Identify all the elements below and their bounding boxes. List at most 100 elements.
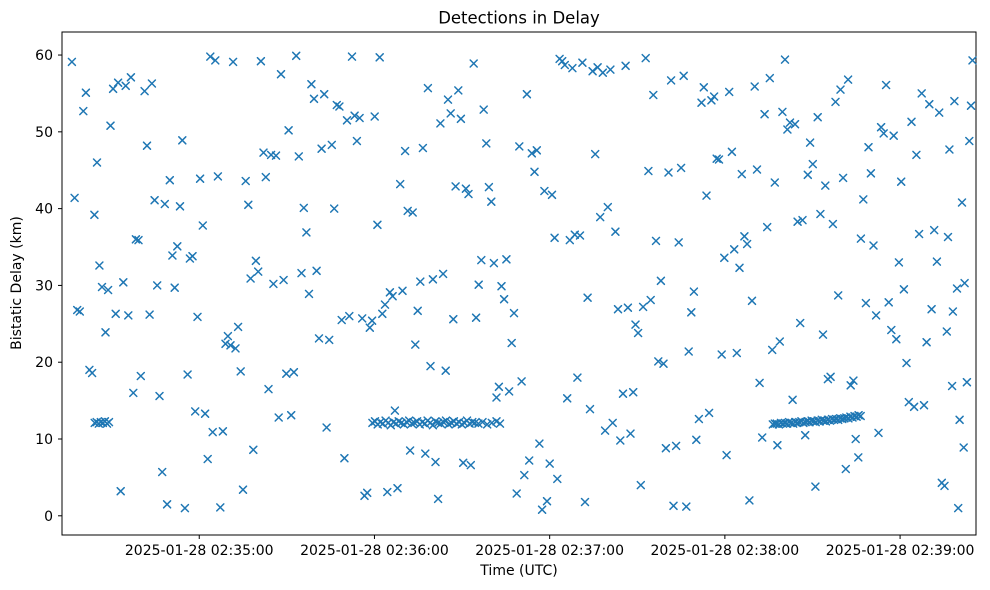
- detection-marker: [833, 291, 843, 300]
- detection-marker: [461, 184, 471, 193]
- detection-marker: [682, 502, 691, 511]
- detection-marker: [492, 393, 501, 402]
- detection-marker: [861, 298, 871, 308]
- detection-marker: [157, 467, 167, 477]
- detection-marker: [960, 278, 969, 288]
- detection-marker: [484, 182, 494, 192]
- detection-marker: [216, 503, 225, 512]
- detection-marker: [876, 122, 886, 132]
- detection-marker: [395, 179, 405, 189]
- detection-marker: [416, 277, 425, 286]
- detection-marker: [282, 369, 291, 378]
- detection-marker: [312, 266, 321, 276]
- y-tick-label: 30: [35, 278, 53, 294]
- detection-marker: [408, 208, 417, 217]
- detection-marker: [585, 404, 595, 414]
- detection-marker: [800, 430, 810, 440]
- detection-marker: [838, 173, 848, 183]
- detection-marker: [319, 89, 329, 99]
- detection-marker: [286, 410, 296, 420]
- detection-marker: [692, 435, 701, 445]
- detection-marker: [90, 210, 99, 220]
- detection-marker: [106, 121, 115, 130]
- detection-marker: [175, 202, 185, 211]
- detection-marker: [70, 193, 79, 203]
- y-tick-label: 20: [35, 355, 53, 371]
- detection-marker: [223, 331, 233, 341]
- detection-marker: [669, 501, 678, 511]
- detection-marker: [479, 105, 488, 114]
- detection-marker: [140, 86, 149, 96]
- detection-marker: [631, 320, 640, 329]
- detection-marker: [590, 149, 600, 159]
- detection-marker: [520, 470, 529, 480]
- detection-marker: [851, 434, 860, 444]
- x-axis-label: Time (UTC): [480, 563, 558, 579]
- detection-marker: [67, 57, 77, 67]
- detection-marker: [253, 267, 263, 276]
- detection-marker: [294, 152, 304, 161]
- detection-marker: [113, 78, 123, 87]
- detection-marker: [702, 191, 711, 200]
- detection-marker: [495, 419, 505, 428]
- detection-marker: [573, 373, 582, 382]
- detection-marker: [160, 199, 170, 209]
- detection-marker: [413, 306, 422, 316]
- detection-marker: [530, 167, 539, 177]
- series-track-band-0234: [90, 417, 114, 428]
- detection-marker: [818, 330, 828, 339]
- detection-marker: [874, 428, 883, 438]
- detection-marker: [512, 489, 521, 498]
- detection-marker: [221, 339, 230, 349]
- detection-marker: [922, 337, 931, 347]
- series-detections-background: [67, 51, 977, 514]
- detection-marker: [489, 258, 499, 268]
- detection-marker: [327, 140, 337, 150]
- detection-marker: [841, 464, 851, 474]
- detection-marker: [487, 197, 496, 206]
- detection-marker: [588, 66, 597, 76]
- detection-marker: [261, 172, 271, 182]
- y-tick-label: 40: [35, 202, 53, 218]
- detection-marker: [909, 402, 919, 412]
- detection-marker: [598, 68, 608, 77]
- detection-marker: [821, 181, 830, 190]
- detection-marker: [864, 142, 873, 152]
- detection-marker: [679, 71, 688, 81]
- detection-marker: [145, 310, 154, 319]
- detection-marker: [575, 231, 585, 240]
- detection-marker: [441, 366, 450, 375]
- detection-marker: [101, 328, 110, 337]
- detection-marker: [661, 443, 671, 453]
- detection-marker: [656, 276, 666, 286]
- detection-marker: [438, 269, 448, 279]
- detection-marker: [714, 155, 724, 164]
- detection-marker: [859, 195, 868, 204]
- detection-marker: [881, 80, 891, 90]
- detection-marker: [236, 367, 245, 376]
- detection-marker: [451, 182, 460, 191]
- detection-marker: [547, 190, 557, 200]
- detection-marker: [707, 96, 716, 105]
- detection-marker: [471, 313, 481, 322]
- detection-marker: [411, 340, 420, 349]
- detection-marker: [111, 309, 120, 319]
- detection-marker: [765, 73, 775, 83]
- detection-marker: [393, 483, 402, 493]
- detection-marker: [732, 348, 742, 358]
- detection-marker: [226, 341, 235, 350]
- y-tick-label: 50: [35, 125, 53, 141]
- detection-marker: [134, 235, 143, 245]
- detection-marker: [433, 494, 443, 504]
- detection-marker: [208, 427, 217, 437]
- detection-marker: [788, 395, 797, 405]
- detection-marker: [957, 198, 967, 207]
- detection-marker: [562, 394, 572, 403]
- detection-marker: [795, 318, 805, 328]
- detection-marker: [914, 229, 924, 239]
- detection-marker: [418, 143, 428, 153]
- detection-marker: [116, 486, 125, 496]
- detection-marker: [352, 136, 362, 146]
- detection-marker: [966, 101, 976, 110]
- detection-marker: [762, 222, 772, 232]
